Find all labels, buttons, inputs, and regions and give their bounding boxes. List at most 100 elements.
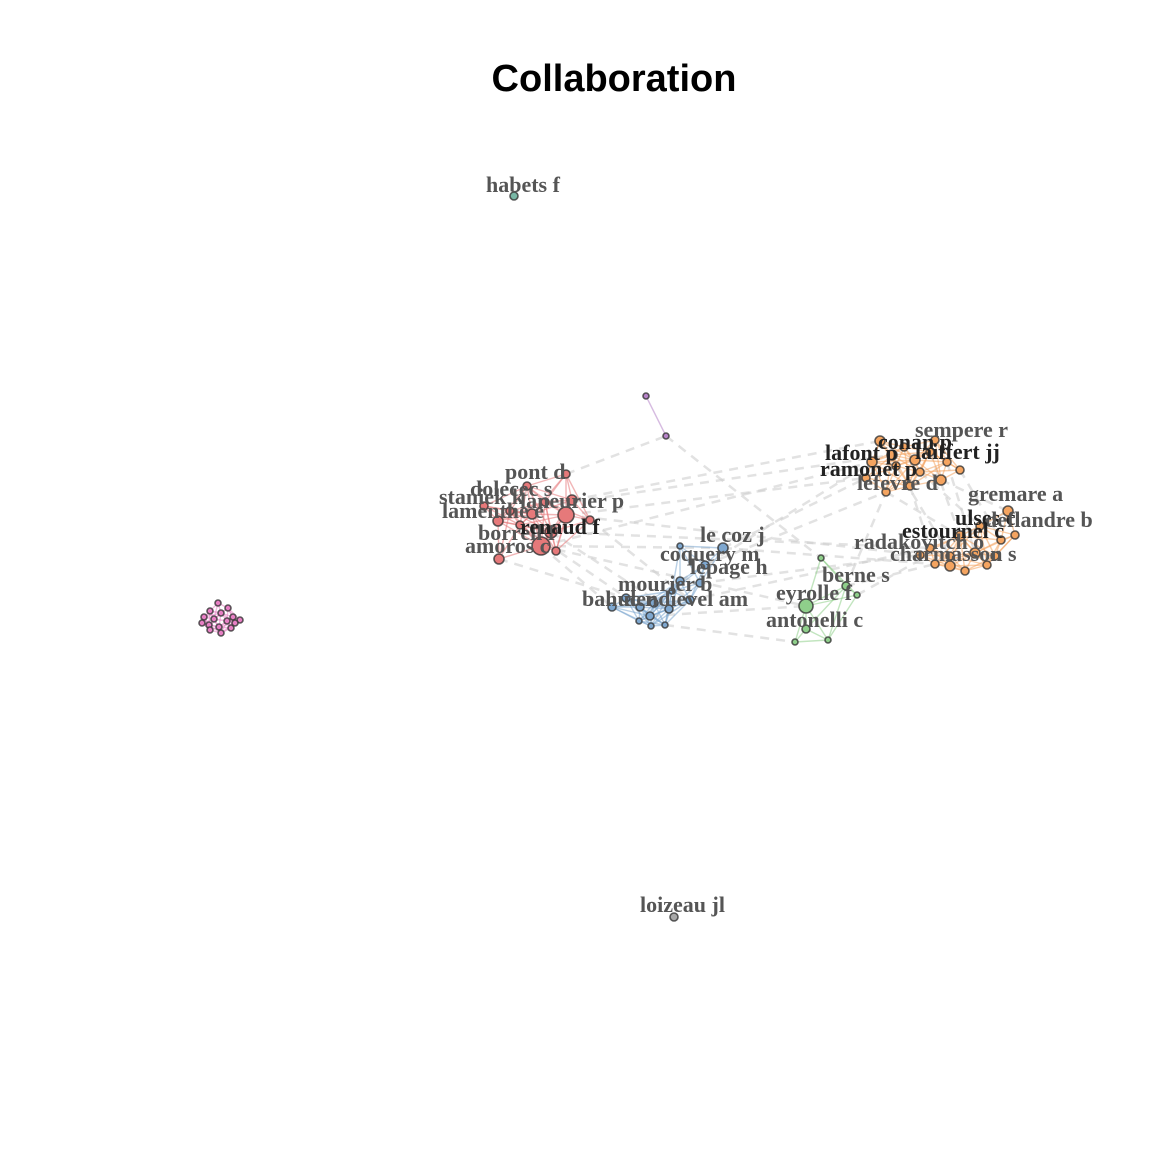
edge — [885, 459, 916, 493]
edge — [934, 439, 961, 471]
edge — [699, 547, 724, 584]
label-ulses-c: ulses c — [955, 505, 1016, 530]
label-radakovitch-o: radakovitch o — [854, 529, 984, 554]
node — [647, 622, 655, 630]
label-charmasson-s: charmasson s — [890, 541, 1017, 566]
node — [224, 604, 232, 612]
node — [905, 481, 915, 491]
label-conan-p: conan p — [878, 429, 952, 454]
node — [853, 591, 861, 599]
edge — [805, 594, 858, 607]
edge — [509, 501, 546, 512]
label-laneurier-p: laneurier p — [520, 488, 624, 513]
edge — [671, 545, 681, 592]
edge — [497, 520, 500, 560]
node — [551, 546, 561, 556]
edge — [844, 491, 888, 587]
node — [717, 542, 729, 554]
edge — [934, 439, 942, 481]
node — [975, 521, 985, 531]
node — [585, 515, 595, 525]
edge — [668, 582, 701, 610]
edge — [722, 476, 867, 550]
node — [954, 530, 966, 542]
edge — [519, 485, 528, 526]
edge — [565, 473, 591, 521]
node — [1002, 505, 1014, 517]
node — [662, 432, 670, 440]
label-bahuc-r: bahuc r — [582, 586, 655, 611]
edge — [865, 465, 897, 479]
edge — [526, 485, 573, 501]
node — [668, 587, 676, 595]
edge — [979, 525, 996, 557]
edge — [919, 471, 981, 527]
node — [866, 456, 878, 468]
edge — [540, 544, 724, 550]
label-laiffert-jj: laiffert jj — [915, 439, 1000, 464]
node — [915, 550, 925, 560]
node — [935, 474, 947, 486]
edge — [959, 535, 996, 557]
node — [861, 473, 871, 483]
label-deflandre-b: deflandre b — [985, 507, 1093, 532]
node — [217, 629, 225, 637]
label-habets-f: habets f — [486, 172, 561, 197]
edge — [820, 557, 858, 596]
edge — [964, 555, 996, 572]
edge — [555, 519, 591, 552]
node — [200, 613, 208, 621]
node — [515, 520, 525, 530]
edge — [827, 585, 847, 641]
edge — [979, 525, 988, 566]
node — [955, 465, 965, 475]
label-lafont-p: lafont p — [825, 440, 898, 465]
edge — [498, 557, 627, 600]
edge — [856, 509, 1009, 597]
node — [891, 461, 901, 471]
edge — [625, 597, 652, 627]
node — [909, 454, 921, 466]
node — [557, 506, 575, 524]
node — [886, 449, 898, 461]
node — [493, 553, 505, 565]
node — [675, 576, 685, 586]
edge — [891, 451, 931, 456]
edge — [483, 485, 528, 507]
edge — [498, 524, 521, 560]
label-eyrolle-f: eyrolle f — [776, 580, 853, 605]
node-labels: habets f loizeau jl sempere r conan p la… — [439, 172, 1093, 917]
edge — [665, 435, 822, 559]
node — [206, 607, 214, 615]
node — [700, 560, 710, 570]
edge — [903, 439, 936, 448]
label-le-coz-j: le coz j — [700, 522, 765, 547]
node — [566, 494, 578, 506]
node — [635, 617, 643, 625]
edge — [650, 590, 673, 627]
edge — [679, 545, 701, 584]
edge — [571, 439, 881, 502]
edge — [526, 485, 552, 533]
node — [982, 560, 992, 570]
node — [930, 435, 940, 445]
edge — [589, 519, 691, 601]
node — [925, 543, 935, 553]
node — [544, 525, 558, 539]
node — [492, 515, 504, 527]
node — [881, 487, 891, 497]
edge — [885, 471, 921, 493]
edge — [526, 473, 567, 487]
edge — [794, 639, 829, 643]
node — [661, 621, 669, 629]
label-dolecec-s: dolecec s — [470, 476, 553, 501]
node — [217, 609, 225, 617]
node — [227, 624, 235, 632]
edge — [805, 585, 847, 630]
edge — [722, 546, 936, 566]
label-amoros-c: amoros c — [465, 533, 550, 558]
node — [695, 578, 705, 588]
label-loizeau-jl: loizeau jl — [640, 892, 725, 917]
label-dendievel-am: dendievel am — [624, 586, 748, 611]
edge — [483, 505, 521, 526]
